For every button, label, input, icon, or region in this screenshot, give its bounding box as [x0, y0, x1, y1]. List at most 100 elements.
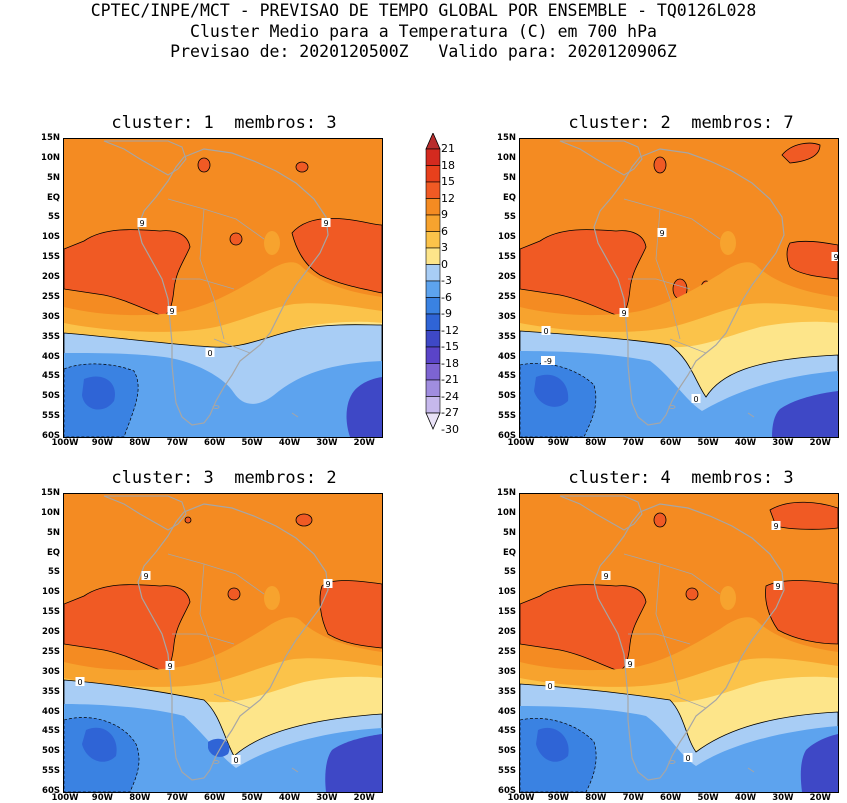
lon-tick-label: 100W — [51, 438, 79, 448]
lat-tick-label: 10S — [42, 232, 60, 243]
lat-tick-label: 35S — [498, 686, 516, 697]
lon-tick-label: 90W — [547, 793, 570, 803]
lon-tick-label: 20W — [809, 793, 831, 803]
colorbar-swatch — [425, 148, 441, 166]
contour-label: 9 — [771, 521, 781, 531]
map-panel-1: 9 9 9 0 — [63, 138, 383, 438]
lat-tick-label: 35S — [42, 331, 60, 342]
lon-tick-label: 100W — [507, 793, 535, 803]
lat-tick-label: 10S — [42, 587, 60, 598]
temperature-field: 9 9 9 0 -9 0 — [520, 139, 838, 437]
contour-label: 9 — [625, 659, 635, 669]
svg-text:0: 0 — [685, 754, 690, 763]
contour-label: 9 — [657, 228, 667, 238]
colorbar-tick-label: 18 — [441, 158, 455, 172]
lon-tick-label: 40W — [278, 793, 301, 803]
colorbar-top-arrow — [425, 133, 441, 150]
svg-text:9: 9 — [775, 582, 780, 591]
lon-tick-label: 20W — [353, 793, 375, 803]
contour-label: 0 — [691, 394, 701, 404]
lat-tick-label: 40S — [42, 351, 60, 362]
lon-tick-label: 80W — [585, 793, 607, 803]
svg-text:9: 9 — [621, 309, 626, 318]
lon-tick-label: 80W — [585, 438, 607, 448]
svg-text:9: 9 — [169, 307, 174, 316]
lat-tick-label: 10N — [497, 152, 516, 163]
contour-label: 0 — [541, 326, 551, 336]
temperature-field: 9 9 9 9 0 0 — [520, 494, 838, 792]
lat-tick-label: EQ — [502, 547, 516, 558]
lat-tick-label: 60S — [498, 431, 516, 441]
lat-tick-label: 15N — [41, 488, 60, 498]
lat-tick-label: 50S — [42, 391, 60, 402]
lat-tick-label: 15S — [498, 607, 516, 618]
colorbar-swatch — [425, 165, 441, 183]
lon-tick-label: 30W — [316, 793, 338, 803]
contour-label: 9 — [773, 581, 783, 591]
contour-label: 9 — [165, 661, 175, 671]
contour-label: 9 — [141, 571, 151, 581]
colorbar-tick-label: -3 — [441, 274, 452, 287]
colorbar-bottom-arrow — [425, 412, 441, 430]
contour-label: 0 — [205, 348, 215, 358]
lon-tick-label: 50W — [697, 793, 719, 803]
subtitle: Cluster Medio para a Temperatura (C) em … — [190, 22, 657, 41]
colorbar-swatch — [425, 280, 441, 298]
lat-tick-label: 15N — [497, 488, 516, 498]
panel-4-title: cluster: 4 membros: 3 — [568, 468, 794, 488]
svg-text:0: 0 — [547, 682, 552, 691]
svg-text:9: 9 — [833, 253, 838, 262]
colorbar-tick-label: 21 — [441, 142, 455, 155]
colorbar-tick-label: -9 — [441, 307, 452, 320]
lon-tick-label: 40W — [734, 793, 757, 803]
lat-tick-label: 60S — [42, 431, 60, 441]
lat-tick-label: 50S — [498, 391, 516, 402]
lat-tick-label: 25S — [42, 646, 60, 657]
colorbar-tick-label: 3 — [441, 241, 448, 254]
svg-text:0: 0 — [693, 395, 698, 404]
date-line: Previsao de: 2020120500Z Valido para: 20… — [170, 42, 677, 61]
lat-tick-label: 15S — [498, 252, 516, 263]
main-title: CPTEC/INPE/MCT - PREVISAO DE TEMPO GLOBA… — [90, 1, 757, 20]
svg-text:9: 9 — [167, 662, 172, 671]
svg-text:9: 9 — [603, 572, 608, 581]
lat-tick-label: 15N — [497, 133, 516, 143]
colorbar-tick-label: -24 — [441, 389, 459, 403]
colorbar-tick-label: 9 — [441, 208, 448, 221]
lat-tick-label: 45S — [42, 726, 60, 737]
contour-label: 9 — [831, 252, 838, 262]
svg-text:9: 9 — [325, 580, 330, 589]
colorbar-tick-label: -15 — [441, 340, 459, 353]
colorbar-tick-label: 0 — [441, 257, 448, 271]
contour-label: 0 — [545, 681, 555, 691]
colorbar — [425, 133, 441, 430]
lat-tick-label: 45S — [498, 371, 516, 382]
lat-tick-label: 10S — [498, 232, 516, 243]
contour-label: 0 — [231, 755, 241, 765]
colorbar-swatch — [425, 346, 441, 364]
colorbar-tick-label: -21 — [441, 373, 459, 386]
colorbar-swatch — [425, 313, 441, 331]
contour-label: 9 — [323, 579, 333, 589]
map-panel-2: 9 9 9 0 -9 0 — [519, 138, 839, 438]
contour-label: 9 — [321, 218, 331, 228]
lat-tick-label: 25S — [498, 646, 516, 657]
lon-tick-label: 30W — [772, 793, 794, 803]
svg-text:9: 9 — [143, 572, 148, 581]
lat-tick-label: 50S — [42, 746, 60, 757]
lon-tick-label: 90W — [91, 793, 114, 803]
lat-tick-label: 50S — [498, 746, 516, 757]
lat-tick-label: 10N — [497, 507, 516, 518]
lat-tick-label: 35S — [498, 331, 516, 342]
svg-text:0: 0 — [543, 327, 548, 336]
lat-tick-label: 25S — [42, 291, 60, 302]
lon-tick-label: 60W — [204, 438, 226, 448]
lat-tick-label: 5S — [47, 567, 60, 578]
map-panel-4: 9 9 9 9 0 0 — [519, 493, 839, 793]
lon-tick-label: 100W — [51, 793, 79, 803]
lat-tick-label: 10S — [498, 587, 516, 598]
lon-tick-label: 40W — [278, 438, 301, 448]
lat-tick-label: 5S — [503, 212, 516, 223]
lon-tick-label: 20W — [353, 438, 375, 448]
lat-tick-label: 5S — [503, 567, 516, 578]
